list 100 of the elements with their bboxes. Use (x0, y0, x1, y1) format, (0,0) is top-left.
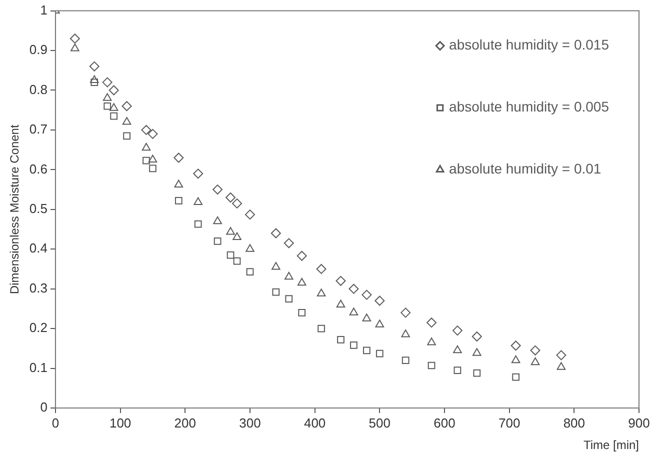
point (102, 93, 112, 101)
y-tick-label: 0 (40, 400, 48, 415)
point (362, 314, 372, 322)
point (348, 284, 359, 294)
point (472, 332, 482, 342)
y-tick-label: 0.3 (29, 280, 48, 296)
point (70, 44, 80, 52)
point (104, 102, 112, 110)
point (174, 180, 184, 188)
point (318, 324, 325, 332)
point (530, 345, 540, 356)
point (193, 168, 204, 179)
point (316, 264, 326, 274)
point (246, 268, 254, 276)
point (212, 184, 223, 195)
point (232, 232, 242, 240)
point (472, 348, 482, 356)
point (511, 355, 520, 364)
y-tick-label: 0.2 (29, 320, 48, 336)
point (401, 330, 410, 338)
point (285, 295, 293, 302)
point (363, 346, 370, 354)
x-tick-label: 500 (368, 415, 391, 430)
point (428, 362, 436, 370)
point (316, 288, 326, 296)
point (233, 257, 241, 265)
point (141, 124, 152, 135)
point (244, 210, 255, 220)
point (362, 290, 372, 300)
point (556, 350, 566, 360)
point (426, 318, 437, 328)
x-tick-label: 400 (304, 415, 326, 430)
point (270, 228, 281, 238)
point (272, 288, 280, 296)
legend-label: absolute humidity = 0.005 (449, 98, 610, 115)
y-tick-label: 0.9 (29, 42, 48, 58)
point (374, 296, 385, 306)
x-tick-label: 700 (498, 415, 520, 430)
x-axis-title: Time [min] (583, 438, 639, 452)
point (376, 350, 384, 358)
y-tick-label: 0.8 (29, 82, 48, 97)
point (349, 308, 358, 316)
y-tick-label: 0.4 (29, 240, 48, 256)
point (375, 320, 384, 328)
point (142, 142, 151, 151)
point (297, 278, 306, 286)
x-tick-label: 900 (628, 415, 650, 430)
point (226, 192, 236, 202)
point (89, 61, 100, 72)
point (232, 198, 242, 208)
legend-label: absolute humidity = 0.015 (449, 36, 610, 53)
point (122, 117, 132, 125)
x-tick-label: 0 (52, 415, 60, 430)
point (108, 85, 119, 96)
point (296, 250, 307, 261)
point (284, 272, 294, 280)
point (512, 373, 520, 381)
point (530, 357, 540, 366)
point (284, 238, 294, 248)
point (110, 112, 118, 120)
x-tick-label: 200 (174, 415, 196, 430)
point (336, 276, 346, 286)
point (272, 262, 280, 270)
point (174, 196, 182, 204)
point (510, 340, 521, 351)
point (102, 77, 112, 88)
y-tick-label: 0.5 (29, 200, 48, 216)
point (454, 366, 462, 374)
point (213, 216, 222, 224)
y-tick-label: 0.7 (29, 122, 48, 137)
point (337, 336, 344, 344)
point (226, 227, 235, 235)
point (194, 197, 203, 205)
point (246, 244, 254, 252)
y-tick-label: 0.1 (29, 360, 48, 375)
y-axis-title: Dimensionless Moisture Conent (8, 124, 22, 294)
point (453, 345, 462, 354)
x-tick-label: 100 (109, 415, 132, 430)
x-tick-label: 300 (239, 415, 261, 430)
point (298, 308, 306, 316)
point (109, 103, 118, 111)
point (452, 326, 462, 336)
point (123, 132, 130, 140)
point (174, 152, 184, 163)
y-tick-label: 1 (40, 2, 48, 18)
point (149, 164, 156, 172)
point (556, 362, 566, 370)
point (427, 337, 436, 346)
point (473, 369, 481, 377)
point (214, 237, 222, 245)
point (148, 128, 158, 139)
point (90, 78, 98, 86)
point (336, 300, 346, 308)
point (122, 101, 132, 112)
point (400, 308, 411, 318)
point (226, 251, 234, 259)
point (402, 356, 410, 364)
point (90, 75, 99, 84)
legend-label: absolute humidity = 0.01 (449, 160, 602, 177)
y-tick-label: 0.6 (29, 161, 48, 176)
